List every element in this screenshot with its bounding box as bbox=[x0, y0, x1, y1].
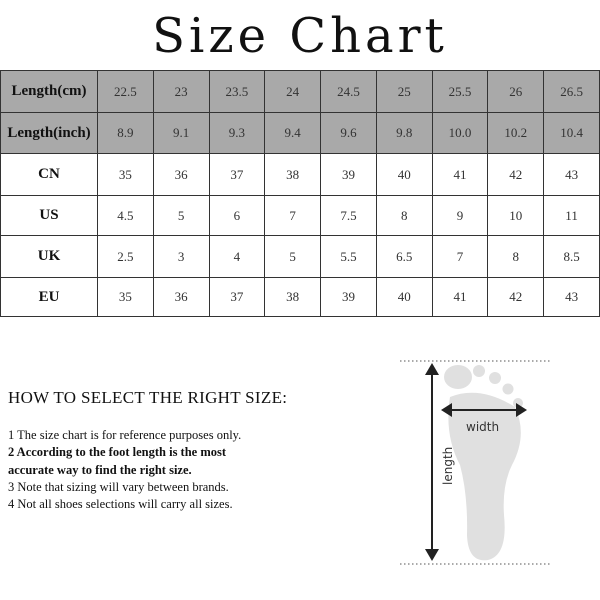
table-cell: 26.5 bbox=[543, 70, 600, 113]
table-cell: 25.5 bbox=[431, 70, 489, 113]
table-cell: 23.5 bbox=[208, 70, 266, 113]
table-cell: 3 bbox=[152, 235, 210, 278]
table-cell: 11 bbox=[543, 195, 600, 236]
howto-notes: 1 The size chart is for reference purpos… bbox=[8, 427, 241, 513]
table-cell: 37 bbox=[208, 153, 266, 196]
table-cell: 9.8 bbox=[375, 112, 433, 154]
table-cell: 39 bbox=[320, 153, 377, 196]
note-line: 1 The size chart is for reference purpos… bbox=[8, 428, 242, 442]
table-cell: 35 bbox=[97, 277, 154, 317]
table-cell: 4.5 bbox=[97, 195, 154, 236]
table-cell: 7 bbox=[431, 235, 489, 278]
table-cell: 4 bbox=[208, 235, 266, 278]
table-cell: 6.5 bbox=[375, 235, 433, 278]
row-label: US bbox=[0, 195, 98, 236]
length-arrow bbox=[425, 363, 439, 561]
size-chart-table: Length(cm) 22.5 23 23.5 24 24.5 25 25.5 26 26.5 Le… bbox=[0, 70, 600, 317]
table-cell: 42 bbox=[487, 277, 545, 317]
row-label: UK bbox=[0, 235, 98, 278]
note-line: 3 Note that sizing will vary between bra… bbox=[8, 479, 229, 494]
table-cell: 2.5 bbox=[97, 235, 154, 278]
table-cell: 9.3 bbox=[208, 112, 266, 154]
width-arrow bbox=[441, 403, 527, 417]
page-title: Size Chart bbox=[152, 8, 448, 64]
table-cell: 41 bbox=[431, 277, 489, 317]
table-row: US 4.5 5 6 7 7.5 8 9 10 11 bbox=[0, 195, 600, 236]
table-row: Length(cm) 22.5 23 23.5 24 24.5 25 25.5 26 26.5 bbox=[0, 70, 600, 113]
table-row: UK 2.5 3 4 5 5.5 6.5 7 8 8.5 bbox=[0, 235, 600, 278]
table-cell: 5.5 bbox=[320, 235, 377, 278]
table-cell: 22.5 bbox=[97, 70, 154, 113]
table-row: EU 35 36 37 38 39 40 41 42 43 bbox=[0, 277, 600, 317]
table-cell: 8.5 bbox=[543, 235, 600, 278]
row-label: Length(cm) bbox=[0, 70, 98, 113]
table-cell: 9 bbox=[431, 195, 489, 236]
table-cell: 24.5 bbox=[320, 70, 377, 113]
table-cell: 7.5 bbox=[320, 195, 377, 236]
row-label: EU bbox=[0, 277, 98, 317]
table-cell: 10.2 bbox=[487, 112, 545, 154]
table-cell: 37 bbox=[208, 277, 266, 317]
table-cell: 8 bbox=[487, 235, 545, 278]
table-cell: 9.4 bbox=[264, 112, 322, 154]
table-cell: 39 bbox=[320, 277, 377, 317]
table-cell: 9.6 bbox=[320, 112, 377, 154]
foot-measure-diagram: width length bbox=[400, 360, 550, 565]
table-cell: 10.4 bbox=[543, 112, 600, 154]
length-label: length bbox=[441, 447, 455, 485]
note-line: accurate way to find the right size. bbox=[8, 462, 192, 477]
table-cell: 38 bbox=[264, 277, 322, 317]
table-cell: 35 bbox=[97, 153, 154, 196]
table-cell: 24 bbox=[264, 70, 322, 113]
table-cell: 43 bbox=[543, 277, 600, 317]
row-label: Length(inch) bbox=[0, 112, 98, 154]
table-cell: 7 bbox=[264, 195, 322, 236]
table-cell: 10 bbox=[487, 195, 545, 236]
table-cell: 41 bbox=[431, 153, 489, 196]
table-cell: 23 bbox=[152, 70, 210, 113]
table-cell: 5 bbox=[152, 195, 210, 236]
row-label: CN bbox=[0, 153, 98, 196]
width-label: width bbox=[466, 420, 499, 434]
table-cell: 6 bbox=[208, 195, 266, 236]
table-row: Length(inch) 8.9 9.1 9.3 9.4 9.6 9.8 10.0 10.2 10… bbox=[0, 112, 600, 154]
howto-heading: HOW TO SELECT THE RIGHT SIZE: bbox=[8, 388, 288, 407]
table-cell: 9.1 bbox=[152, 112, 210, 154]
foot-icon bbox=[444, 365, 523, 561]
table-cell: 10.0 bbox=[431, 112, 489, 154]
table-cell: 25 bbox=[375, 70, 433, 113]
table-cell: 5 bbox=[264, 235, 322, 278]
note-line: 4 Not all shoes selections will carry al… bbox=[8, 497, 233, 512]
table-cell: 38 bbox=[264, 153, 322, 196]
table-cell: 40 bbox=[375, 153, 433, 196]
table-cell: 8.9 bbox=[97, 112, 154, 154]
table-row: CN 35 36 37 38 39 40 41 42 43 bbox=[0, 153, 600, 196]
table-cell: 26 bbox=[487, 70, 545, 113]
table-cell: 42 bbox=[487, 153, 545, 196]
note-line: 2 According to the foot length is the mo… bbox=[8, 445, 227, 460]
table-cell: 36 bbox=[152, 277, 210, 317]
table-cell: 36 bbox=[152, 153, 210, 196]
table-cell: 43 bbox=[543, 153, 600, 196]
table-cell: 8 bbox=[375, 195, 433, 236]
table-cell: 40 bbox=[375, 277, 433, 317]
